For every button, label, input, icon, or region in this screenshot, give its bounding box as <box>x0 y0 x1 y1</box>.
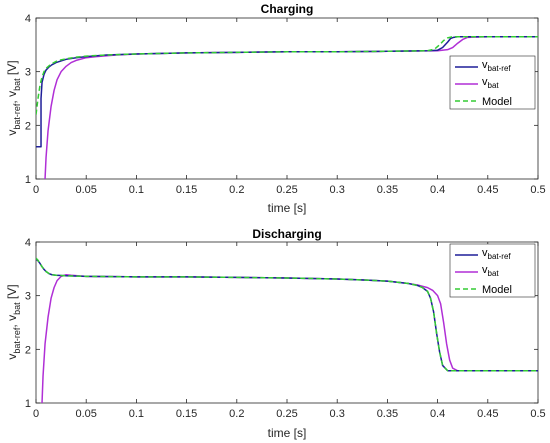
charging-legend-box <box>449 55 536 110</box>
discharging-x-tick-label: 0.1 <box>129 408 144 420</box>
discharging-x-tick-label: 0.45 <box>477 408 498 420</box>
charging-x-tick-label: 0.1 <box>129 184 144 196</box>
discharging-x-tick-label: 0.05 <box>75 408 96 420</box>
discharging-x-tick-label: 0.25 <box>276 408 297 420</box>
charging-x-tick-label: 0.4 <box>430 184 445 196</box>
charging-x-tick-label: 0.3 <box>330 184 345 196</box>
discharging-x-tick-label: 0.3 <box>330 408 345 420</box>
charging-series-model <box>36 36 538 115</box>
discharging-x-tick-label: 0.2 <box>229 408 244 420</box>
discharging-y-tick-label: 4 <box>25 237 31 249</box>
discharging-y-label-sep: , <box>5 321 19 328</box>
charging-y-label-sub2: bat <box>12 78 22 91</box>
discharging-legend-label-ref: vbat-ref <box>482 247 511 261</box>
discharging-y-axis-label: vbat-ref, vbat [V] <box>5 284 22 359</box>
charging-x-tick-label: 0.5 <box>530 184 545 196</box>
discharging-y-tick-label: 3 <box>25 291 31 303</box>
charging-x-tick-label: 0.05 <box>75 184 96 196</box>
charging-series <box>36 36 538 179</box>
discharging-x-tick-label: 0.15 <box>176 408 197 420</box>
charging-y-label-v2: v <box>5 91 19 97</box>
charging-x-tick-label: 0.2 <box>229 184 244 196</box>
charging-y-tick-label: 4 <box>25 13 31 25</box>
discharging-y-tick-label: 2 <box>25 344 31 356</box>
charging-legend-label-ref: vbat-ref <box>482 59 511 73</box>
discharging-y-label-v2: v <box>5 315 19 321</box>
charging-legend-label-model: Model <box>482 96 512 108</box>
discharging-series <box>36 257 538 403</box>
charging-x-tick-label: 0.15 <box>176 184 197 196</box>
discharging-y-label-v1: v <box>5 354 19 360</box>
discharging-x-axis-label: time [s] <box>268 426 307 440</box>
charging-y-label-v1: v <box>5 130 19 136</box>
charging-y-tick-label: 1 <box>25 174 31 186</box>
discharging-x-tick-label: 0 <box>33 408 39 420</box>
charging-y-tick-label: 2 <box>25 120 31 132</box>
charging-legend-label-bat: vbat <box>482 76 499 90</box>
charging-y-label-sep: , <box>5 97 19 104</box>
discharging-x-tick-label: 0.35 <box>377 408 398 420</box>
charging-x-tick-label: 0.35 <box>377 184 398 196</box>
charging-y-axis-label: vbat-ref, vbat [V] <box>5 60 22 135</box>
charging-panel: Charging 0 0.05 0.1 0.15 0.2 0.25 0.3 0.35 0.4 0.… <box>5 2 546 215</box>
charging-x-tick-label: 0 <box>33 184 39 196</box>
charging-y-label-sub1: bat-ref <box>12 103 22 130</box>
charging-y-label-unit: [V] <box>5 60 19 78</box>
charging-x-tick-label: 0.45 <box>477 184 498 196</box>
charging-title: Charging <box>261 2 314 16</box>
discharging-y-label-sub2: bat <box>12 302 22 315</box>
discharging-legend-label-model: Model <box>482 284 512 296</box>
discharging-legend: vbat-ref vbat Model <box>449 243 536 298</box>
discharging-series-model <box>36 257 538 372</box>
discharging-x-ticks: 0 0.05 0.1 0.15 0.2 0.25 0.3 0.35 0.4 0.45 0.5 <box>33 242 546 420</box>
discharging-y-ticks: 1 2 3 4 <box>25 237 538 410</box>
discharging-panel: Discharging 0 0.05 0.1 0.15 0.2 0.25 0.3 0.35 0.… <box>5 227 546 440</box>
discharging-y-label-unit: [V] <box>5 284 19 302</box>
discharging-title: Discharging <box>252 227 321 241</box>
charging-x-ticks: 0 0.05 0.1 0.15 0.2 0.25 0.3 0.35 0.4 0.45 0.5 <box>33 18 546 196</box>
discharging-x-tick-label: 0.4 <box>430 408 445 420</box>
charging-x-axis-label: time [s] <box>268 201 307 215</box>
charging-legend: vbat-ref vbat Model <box>449 55 536 110</box>
discharging-y-tick-label: 1 <box>25 398 31 410</box>
charging-x-tick-label: 0.25 <box>276 184 297 196</box>
discharging-y-label-sub1: bat-ref <box>12 327 22 354</box>
charging-y-tick-label: 3 <box>25 67 31 79</box>
discharging-legend-label-bat: vbat <box>482 264 499 278</box>
discharging-x-tick-label: 0.5 <box>530 408 545 420</box>
discharging-legend-box <box>449 243 536 298</box>
charging-y-ticks: 1 2 3 4 <box>25 13 538 186</box>
